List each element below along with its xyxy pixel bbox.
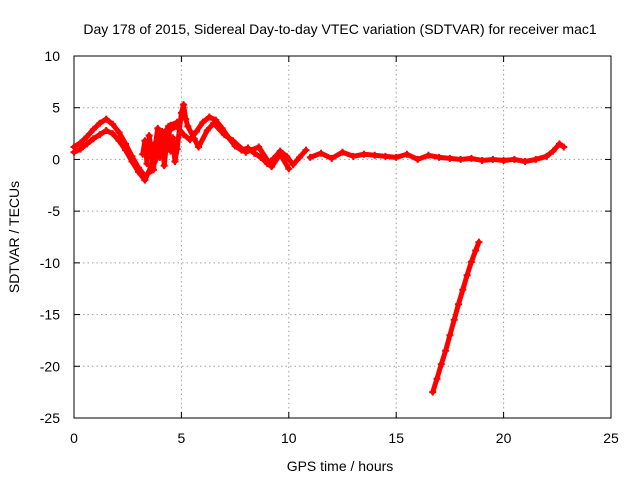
data-point-trail bbox=[277, 151, 292, 172]
x-axis-label: GPS time / hours bbox=[287, 458, 394, 474]
x-tick-label: 0 bbox=[70, 430, 78, 446]
y-tick-label: -20 bbox=[40, 358, 60, 374]
data-point-trail bbox=[211, 120, 227, 138]
x-tick-label: 25 bbox=[603, 430, 619, 446]
y-tick-label: -15 bbox=[40, 307, 60, 323]
grid-lines bbox=[74, 56, 611, 418]
y-tick-label: -10 bbox=[40, 255, 60, 271]
x-tick-label: 10 bbox=[281, 430, 297, 446]
plot-frame bbox=[73, 55, 612, 419]
axis-ticks: 0 5 10 15 20 25 -25 -20 -15 -10 -5 0 5 10 bbox=[40, 48, 619, 446]
data-point-trail bbox=[256, 144, 275, 170]
y-tick-label: 10 bbox=[44, 48, 60, 64]
series-group bbox=[429, 238, 483, 396]
y-tick-label: -5 bbox=[48, 203, 61, 219]
data-series bbox=[70, 101, 568, 396]
data-point-trail bbox=[196, 127, 210, 150]
y-tick-label: 0 bbox=[52, 151, 60, 167]
series-group bbox=[139, 101, 293, 174]
y-axis-label: SDTVAR / TECUs bbox=[6, 181, 22, 293]
data-point-trail bbox=[297, 147, 309, 160]
y-tick-label: 5 bbox=[52, 100, 60, 116]
data-point-trail bbox=[142, 163, 154, 183]
series-group bbox=[306, 140, 568, 165]
data-point-trail bbox=[230, 138, 249, 155]
data-point-trail bbox=[150, 140, 159, 173]
data-point bbox=[302, 146, 310, 154]
y-tick-label: -25 bbox=[40, 410, 60, 426]
x-tick-label: 20 bbox=[496, 430, 512, 446]
x-tick-label: 15 bbox=[388, 430, 404, 446]
data-point bbox=[560, 143, 568, 151]
data-point bbox=[475, 238, 483, 246]
chart-title: Day 178 of 2015, Sidereal Day-to-day VTE… bbox=[83, 21, 596, 37]
data-point-trail bbox=[174, 110, 184, 152]
series-group bbox=[70, 113, 310, 180]
data-point bbox=[285, 165, 293, 173]
x-tick-label: 5 bbox=[178, 430, 186, 446]
